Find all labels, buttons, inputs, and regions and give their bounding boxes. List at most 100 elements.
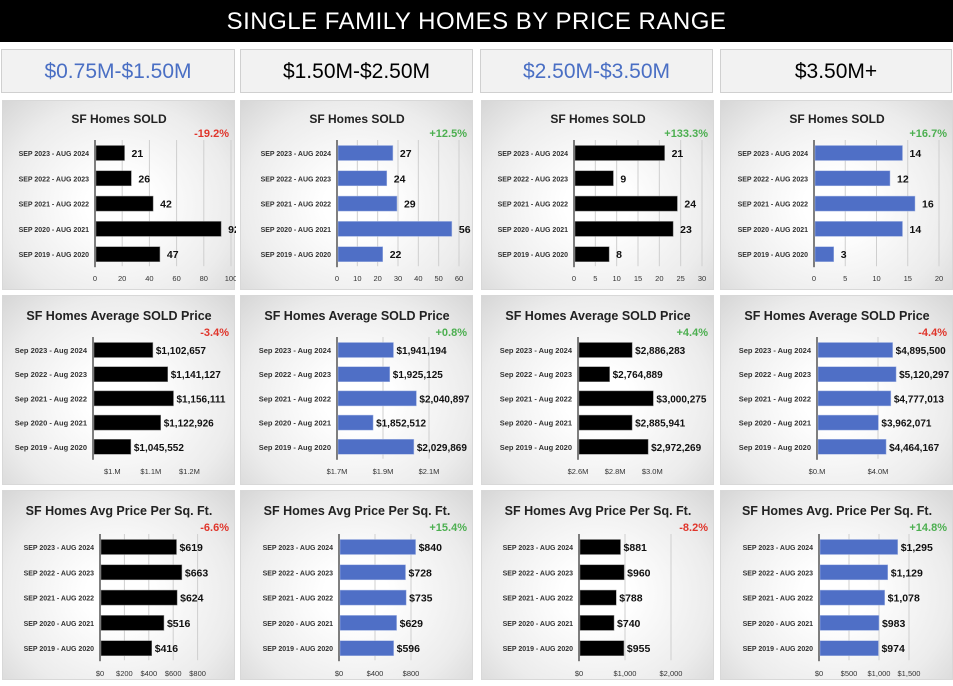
category-label: Sep 2020 - Aug 2021	[15, 419, 87, 428]
data-label: $881	[624, 542, 648, 554]
bar-chart: SF Homes Average SOLD Price +0.8% Sep 2023…	[259, 309, 470, 476]
data-label: $2,029,869	[417, 443, 467, 454]
change-percent: +15.4%	[429, 522, 467, 534]
x-tick-label: $200	[116, 669, 133, 678]
category-label: SEP 2021 - AUG 2022	[261, 202, 332, 209]
category-label: SEP 2023 - AUG 2024	[261, 151, 332, 158]
category-label: SEP 2019 - AUG 2020	[503, 646, 574, 653]
bar	[339, 615, 397, 631]
x-tick-label: 0	[812, 274, 816, 283]
x-tick-label: 20	[118, 274, 126, 283]
x-tick-label: $1.9M	[373, 467, 394, 476]
data-label: $5,120,297	[899, 370, 949, 381]
category-label: Sep 2021 - Aug 2022	[500, 394, 572, 403]
category-label: SEP 2021 - AUG 2022	[24, 596, 95, 603]
category-label: Sep 2021 - Aug 2022	[739, 394, 811, 403]
chart-title: SF Homes Avg Price Per Sq. Ft.	[505, 504, 692, 518]
bar	[574, 246, 610, 262]
bar	[100, 615, 165, 631]
data-label: 42	[160, 199, 172, 211]
dashboard-title: SINGLE FAMILY HOMES BY PRICE RANGE	[0, 0, 953, 42]
category-label: SEP 2023 - AUG 2024	[24, 545, 95, 552]
bar	[337, 390, 417, 407]
chart-panel: SF Homes SOLD +12.5% SEP 2023 - AUG 2024 27…	[240, 100, 473, 290]
bar	[819, 640, 879, 656]
bar	[814, 195, 916, 212]
category-label: SEP 2023 - AUG 2024	[743, 545, 814, 552]
x-tick-label: $1.1M	[140, 467, 161, 476]
x-tick-label: $800	[189, 669, 206, 678]
change-percent: -4.4%	[918, 327, 947, 339]
data-label: $735	[409, 593, 433, 605]
bar	[337, 195, 398, 212]
bar	[93, 366, 168, 382]
x-tick-label: $1.7M	[327, 467, 348, 476]
x-tick-label: 20	[935, 274, 943, 283]
x-tick-label: 0	[335, 274, 339, 283]
data-label: $1,941,194	[396, 346, 446, 357]
x-tick-label: $1,500	[898, 669, 921, 678]
chart-panel: SF Homes Avg Price Per Sq. Ft. -6.6% SEP 2…	[2, 490, 235, 680]
category-label: SEP 2020 - AUG 2021	[19, 227, 90, 234]
data-label: 47	[167, 249, 179, 261]
category-label: Sep 2020 - Aug 2021	[500, 419, 572, 428]
category-label: SEP 2022 - AUG 2023	[738, 176, 809, 183]
bar	[339, 539, 416, 555]
x-tick-label: $2,000	[660, 669, 683, 678]
bar	[574, 195, 678, 212]
chart-title: SF Homes Average SOLD Price	[505, 309, 690, 323]
category-label: SEP 2020 - AUG 2021	[498, 227, 569, 234]
change-percent: -19.2%	[194, 128, 229, 140]
x-tick-label: $3.0M	[642, 467, 663, 476]
chart-title: SF Homes Average SOLD Price	[264, 309, 449, 323]
data-label: $2,885,941	[635, 419, 685, 430]
x-tick-label: 20	[655, 274, 663, 283]
x-tick-label: 30	[394, 274, 402, 283]
data-label: 9	[620, 173, 626, 185]
bar	[819, 539, 898, 555]
data-label: $955	[627, 643, 651, 655]
data-label: $728	[409, 567, 433, 579]
change-percent: +14.8%	[909, 522, 947, 534]
chart-panel: SF Homes Average SOLD Price -4.4% Sep 2023…	[720, 295, 953, 485]
category-label: SEP 2022 - AUG 2023	[19, 176, 90, 183]
category-label: SEP 2022 - AUG 2023	[498, 176, 569, 183]
category-label: Sep 2022 - Aug 2023	[15, 370, 87, 379]
bar	[574, 145, 665, 161]
category-label: SEP 2022 - AUG 2023	[261, 176, 332, 183]
x-tick-label: $400	[367, 669, 384, 678]
bar	[574, 170, 614, 187]
bar	[579, 564, 625, 581]
category-label: SEP 2021 - AUG 2022	[19, 202, 90, 209]
data-label: $960	[627, 567, 651, 579]
x-tick-label: $0	[96, 669, 104, 678]
x-tick-label: $0	[815, 669, 823, 678]
category-label: SEP 2023 - AUG 2024	[503, 545, 574, 552]
x-tick-label: 5	[593, 274, 597, 283]
category-label: Sep 2019 - Aug 2020	[739, 443, 811, 452]
data-label: $974	[881, 643, 905, 655]
data-label: $596	[397, 643, 421, 655]
bar	[814, 246, 834, 262]
x-tick-label: 50	[434, 274, 442, 283]
data-label: $4,777,013	[894, 394, 944, 405]
category-label: SEP 2020 - AUG 2021	[261, 227, 332, 234]
price-range-header-1: $0.75M-$1.50M	[1, 49, 235, 93]
data-label: $624	[180, 593, 204, 605]
bar	[819, 564, 888, 581]
bar	[100, 564, 183, 581]
change-percent: -6.6%	[200, 522, 229, 534]
bar	[578, 439, 649, 455]
x-tick-label: 100	[225, 274, 236, 283]
category-label: Sep 2019 - Aug 2020	[500, 443, 572, 452]
bar	[93, 439, 132, 455]
data-label: $1,045,552	[134, 443, 184, 454]
bar	[578, 342, 633, 358]
category-label: SEP 2022 - AUG 2023	[24, 570, 95, 577]
category-label: Sep 2022 - Aug 2023	[500, 370, 572, 379]
bar	[339, 564, 406, 581]
x-tick-label: 10	[353, 274, 361, 283]
bar-chart: SF Homes Avg Price Per Sq. Ft. +15.4% SEP …	[263, 504, 468, 678]
bar	[95, 170, 132, 187]
category-label: Sep 2023 - Aug 2024	[15, 346, 88, 355]
